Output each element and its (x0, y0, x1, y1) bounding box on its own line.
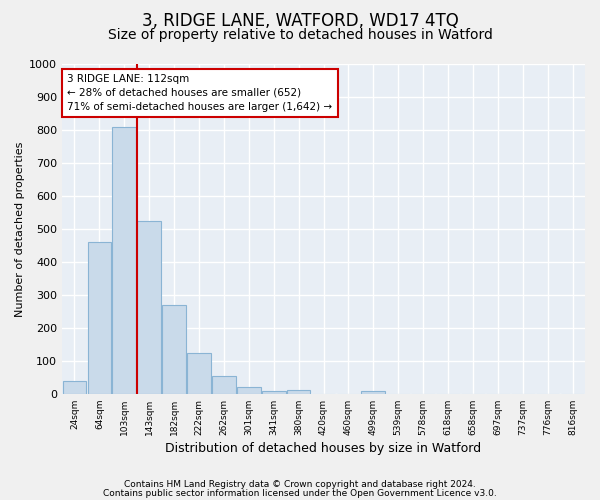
Bar (361, 390, 385, 394)
Bar (112, 126, 136, 394)
Bar (212, 376, 236, 394)
Bar (287, 390, 310, 394)
Bar (88, 242, 111, 394)
Text: 3, RIDGE LANE, WATFORD, WD17 4TQ: 3, RIDGE LANE, WATFORD, WD17 4TQ (142, 12, 458, 30)
Text: Contains HM Land Registry data © Crown copyright and database right 2024.: Contains HM Land Registry data © Crown c… (124, 480, 476, 489)
Bar (62, 380, 86, 394)
Bar (237, 386, 260, 394)
Text: Size of property relative to detached houses in Watford: Size of property relative to detached ho… (107, 28, 493, 42)
Y-axis label: Number of detached properties: Number of detached properties (15, 141, 25, 316)
Bar (162, 305, 186, 394)
Bar (187, 352, 211, 394)
Bar (137, 220, 161, 394)
Bar (262, 390, 286, 394)
Text: 3 RIDGE LANE: 112sqm
← 28% of detached houses are smaller (652)
71% of semi-deta: 3 RIDGE LANE: 112sqm ← 28% of detached h… (67, 74, 332, 112)
X-axis label: Distribution of detached houses by size in Watford: Distribution of detached houses by size … (166, 442, 482, 455)
Text: Contains public sector information licensed under the Open Government Licence v3: Contains public sector information licen… (103, 488, 497, 498)
